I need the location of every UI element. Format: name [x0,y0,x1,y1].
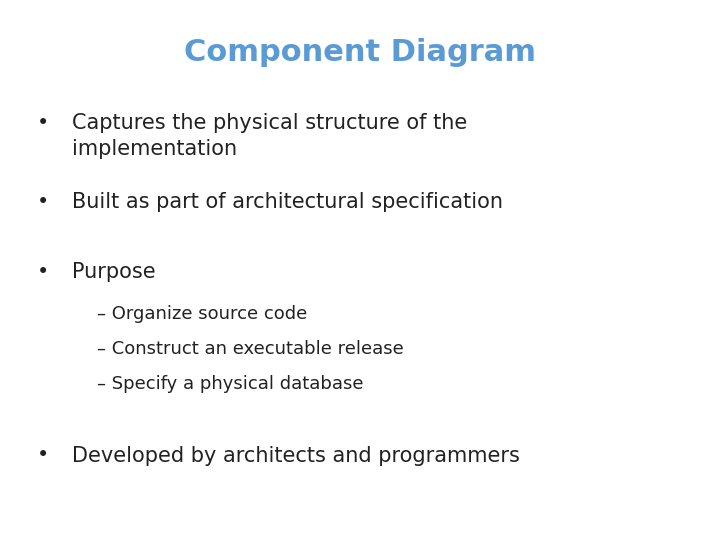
Text: – Specify a physical database: – Specify a physical database [97,375,364,393]
Text: Purpose: Purpose [72,262,156,282]
Text: •: • [37,192,50,212]
Text: – Organize source code: – Organize source code [97,305,307,323]
Text: •: • [37,113,50,133]
Text: •: • [37,262,50,282]
Text: •: • [37,446,50,465]
Text: – Construct an executable release: – Construct an executable release [97,340,404,358]
Text: Built as part of architectural specification: Built as part of architectural specifica… [72,192,503,212]
Text: Captures the physical structure of the
implementation: Captures the physical structure of the i… [72,113,467,159]
Text: Component Diagram: Component Diagram [184,38,536,67]
Text: Developed by architects and programmers: Developed by architects and programmers [72,446,520,465]
